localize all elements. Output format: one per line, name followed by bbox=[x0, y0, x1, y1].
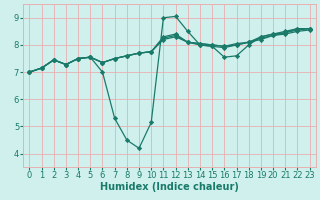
X-axis label: Humidex (Indice chaleur): Humidex (Indice chaleur) bbox=[100, 182, 239, 192]
